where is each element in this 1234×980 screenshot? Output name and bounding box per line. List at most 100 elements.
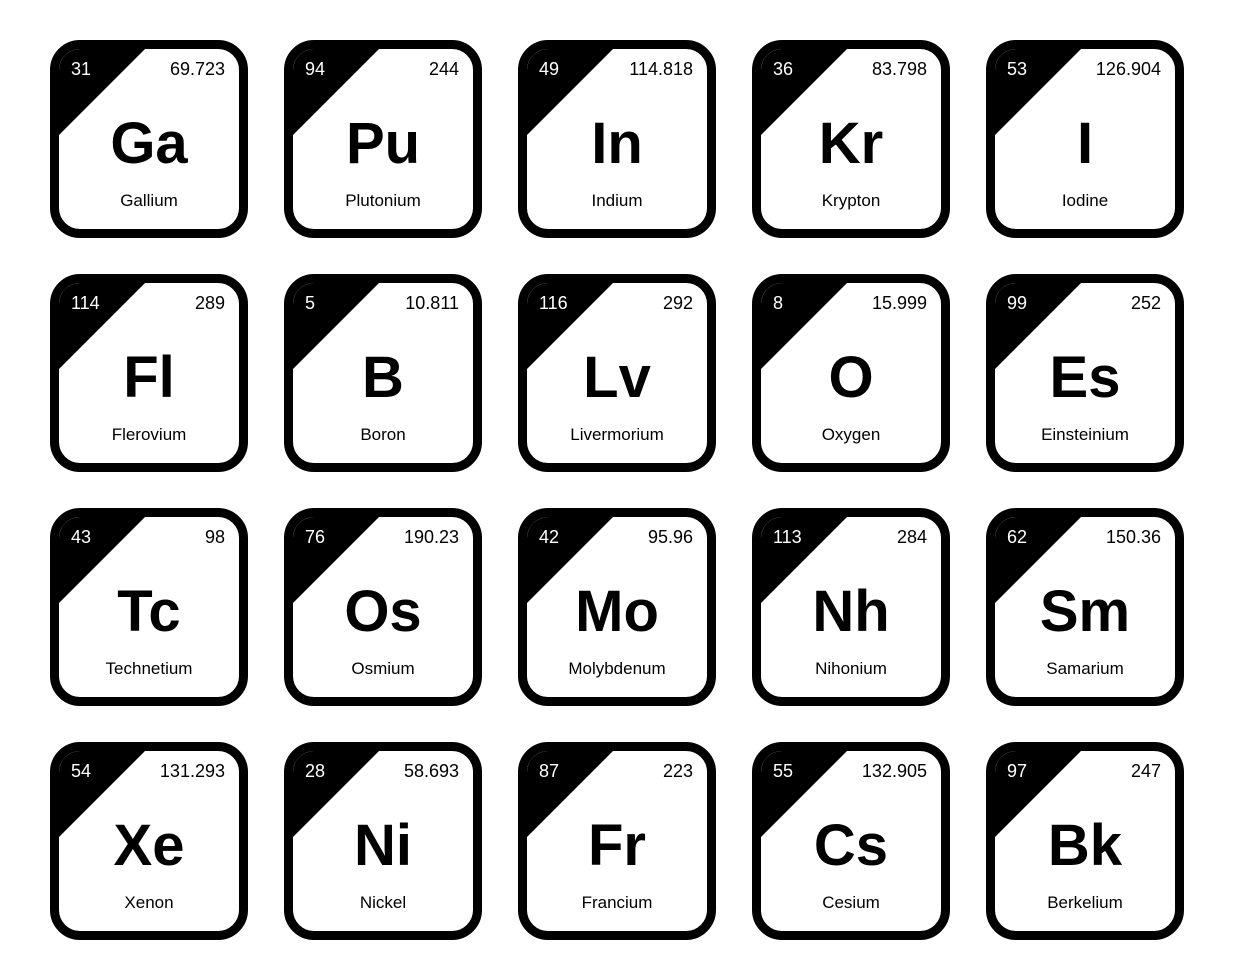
element-tile: 94 244 Pu Plutonium <box>284 40 482 238</box>
element-symbol: Sm <box>995 583 1175 641</box>
atomic-number: 31 <box>71 59 91 80</box>
element-name: Molybdenum <box>527 659 707 679</box>
element-name: Einsteinium <box>995 425 1175 445</box>
element-name: Nickel <box>293 893 473 913</box>
atomic-number: 97 <box>1007 761 1027 782</box>
element-tile: 87 223 Fr Francium <box>518 742 716 940</box>
element-name: Xenon <box>59 893 239 913</box>
atomic-number: 49 <box>539 59 559 80</box>
element-tile: 99 252 Es Einsteinium <box>986 274 1184 472</box>
element-symbol: Cs <box>761 817 941 875</box>
element-symbol: Pu <box>293 115 473 173</box>
element-name: Samarium <box>995 659 1175 679</box>
atomic-mass: 131.293 <box>160 761 225 782</box>
element-symbol: Fr <box>527 817 707 875</box>
atomic-number: 36 <box>773 59 793 80</box>
element-symbol: Ni <box>293 817 473 875</box>
atomic-number: 53 <box>1007 59 1027 80</box>
atomic-number: 113 <box>773 527 802 548</box>
element-tile: 114289FlFlerovium <box>50 274 248 472</box>
atomic-mass: 132.905 <box>862 761 927 782</box>
element-name: Technetium <box>59 659 239 679</box>
element-symbol: Tc <box>59 583 239 641</box>
element-tile: 62 150.36 Sm Samarium <box>986 508 1184 706</box>
element-symbol: Os <box>293 583 473 641</box>
element-name: Berkelium <box>995 893 1175 913</box>
element-symbol: Mo <box>527 583 707 641</box>
atomic-mass: 292 <box>663 293 693 314</box>
atomic-mass: 83.798 <box>872 59 927 80</box>
element-tile: 55 132.905 Cs Cesium <box>752 742 950 940</box>
atomic-mass: 126.904 <box>1096 59 1161 80</box>
atomic-number: 5 <box>305 293 315 314</box>
element-symbol: I <box>995 115 1175 173</box>
atomic-mass: 10.811 <box>405 293 459 314</box>
atomic-mass: 114.818 <box>629 59 693 80</box>
element-symbol: O <box>761 349 941 407</box>
atomic-number: 62 <box>1007 527 1027 548</box>
atomic-number: 55 <box>773 761 793 782</box>
element-symbol: Kr <box>761 115 941 173</box>
atomic-number: 94 <box>305 59 325 80</box>
element-tile: 43 98 Tc Technetium <box>50 508 248 706</box>
element-tile: 42 95.96 Mo Molybdenum <box>518 508 716 706</box>
element-tile: 36 83.798 Kr Krypton <box>752 40 950 238</box>
atomic-number: 8 <box>773 293 783 314</box>
element-name: Oxygen <box>761 425 941 445</box>
atomic-number: 54 <box>71 761 91 782</box>
element-name: Iodine <box>995 191 1175 211</box>
atomic-number: 43 <box>71 527 91 548</box>
atomic-mass: 190.23 <box>404 527 459 548</box>
element-name: Livermorium <box>527 425 707 445</box>
element-symbol: Xe <box>59 817 239 875</box>
atomic-number: 28 <box>305 761 325 782</box>
atomic-mass: 150.36 <box>1106 527 1161 548</box>
atomic-number: 99 <box>1007 293 1027 314</box>
element-name: Nihonium <box>761 659 941 679</box>
atomic-mass: 284 <box>897 527 927 548</box>
atomic-mass: 223 <box>663 761 693 782</box>
atomic-mass: 252 <box>1131 293 1161 314</box>
element-name: Osmium <box>293 659 473 679</box>
atomic-mass: 95.96 <box>648 527 693 548</box>
element-name: Krypton <box>761 191 941 211</box>
element-name: Boron <box>293 425 473 445</box>
atomic-number: 87 <box>539 761 559 782</box>
element-symbol: Fl <box>59 349 239 407</box>
element-tile: 8 15.999 O Oxygen <box>752 274 950 472</box>
element-tile: 116 292 Lv Livermorium <box>518 274 716 472</box>
element-name: Indium <box>527 191 707 211</box>
atomic-number: 76 <box>305 527 325 548</box>
element-name: Flerovium <box>59 425 239 445</box>
atomic-mass: 15.999 <box>872 293 927 314</box>
element-symbol: Nh <box>761 583 941 641</box>
atomic-number: 116 <box>539 293 568 314</box>
element-symbol: Bk <box>995 817 1175 875</box>
element-tile: 31 69.723 Ga Gallium <box>50 40 248 238</box>
atomic-mass: 244 <box>429 59 459 80</box>
element-name: Gallium <box>59 191 239 211</box>
element-symbol: B <box>293 349 473 407</box>
atomic-number: 114 <box>71 293 100 314</box>
element-tile: 97 247 Bk Berkelium <box>986 742 1184 940</box>
atomic-mass: 247 <box>1131 761 1161 782</box>
atomic-mass: 69.723 <box>170 59 225 80</box>
element-name: Francium <box>527 893 707 913</box>
atomic-mass: 98 <box>205 527 225 548</box>
element-tile: 5 10.811 B Boron <box>284 274 482 472</box>
element-symbol: Lv <box>527 349 707 407</box>
element-tile: 28 58.693 Ni Nickel <box>284 742 482 940</box>
element-name: Cesium <box>761 893 941 913</box>
atomic-mass: 58.693 <box>404 761 459 782</box>
element-symbol: In <box>527 115 707 173</box>
element-tile: 76 190.23 Os Osmium <box>284 508 482 706</box>
atomic-number: 42 <box>539 527 559 548</box>
element-tile: 113 284 Nh Nihonium <box>752 508 950 706</box>
element-tile: 53 126.904 I Iodine <box>986 40 1184 238</box>
periodic-element-grid: 31 69.723 Ga Gallium 94 244 Pu Plutonium 49 114.8… <box>50 40 1184 940</box>
element-symbol: Es <box>995 349 1175 407</box>
element-tile: 54 131.293 Xe Xenon <box>50 742 248 940</box>
element-tile: 49 114.818 In Indium <box>518 40 716 238</box>
element-symbol: Ga <box>59 115 239 173</box>
element-name: Plutonium <box>293 191 473 211</box>
